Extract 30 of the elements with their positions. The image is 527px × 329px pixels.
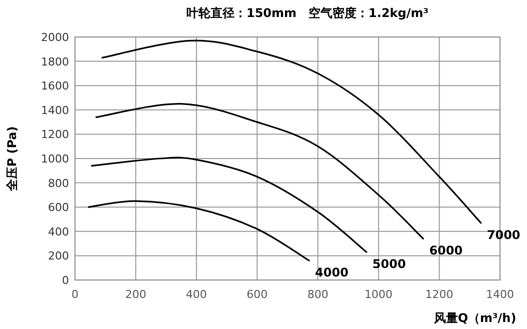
x-tick-label: 200 [125, 288, 146, 301]
x-tick-label: 1000 [364, 288, 393, 301]
y-tick-label: 1600 [41, 80, 69, 93]
x-tick-label: 800 [307, 288, 328, 301]
series-label: 6000 [429, 244, 463, 258]
series-label: 7000 [486, 228, 520, 242]
y-tick-label: 800 [48, 176, 69, 190]
x-tick-label: 1400 [486, 288, 514, 301]
y-tick-label: 200 [48, 250, 69, 263]
y-tick-label: 2000 [41, 31, 69, 44]
x-tick-label: 0 [72, 288, 78, 301]
y-tick-label: 0 [62, 274, 69, 287]
line-series [88, 200, 310, 262]
series-label: 5000 [372, 257, 406, 272]
y-tick-label: 1800 [41, 55, 69, 68]
x-tick-label: 1200 [425, 288, 454, 301]
chart-title: 叶轮直径：150mm 空气密度：1.2kg/m³ [186, 6, 429, 20]
line-series [95, 103, 424, 240]
x-axis-title: 风量Q（m³/h) [432, 311, 516, 325]
y-tick-label: 600 [48, 201, 69, 214]
line-series [102, 40, 482, 224]
y-tick-label: 1200 [41, 128, 69, 142]
series-label: 4000 [315, 266, 348, 280]
y-axis-title: 全压P (Pa) [5, 126, 19, 192]
line-series [90, 156, 368, 253]
y-tick-label: 1400 [41, 104, 69, 117]
y-tick-label: 1000 [41, 152, 69, 166]
y-tick-label: 400 [48, 225, 69, 238]
x-tick-label: 400 [186, 288, 207, 301]
x-tick-label: 600 [246, 288, 268, 301]
